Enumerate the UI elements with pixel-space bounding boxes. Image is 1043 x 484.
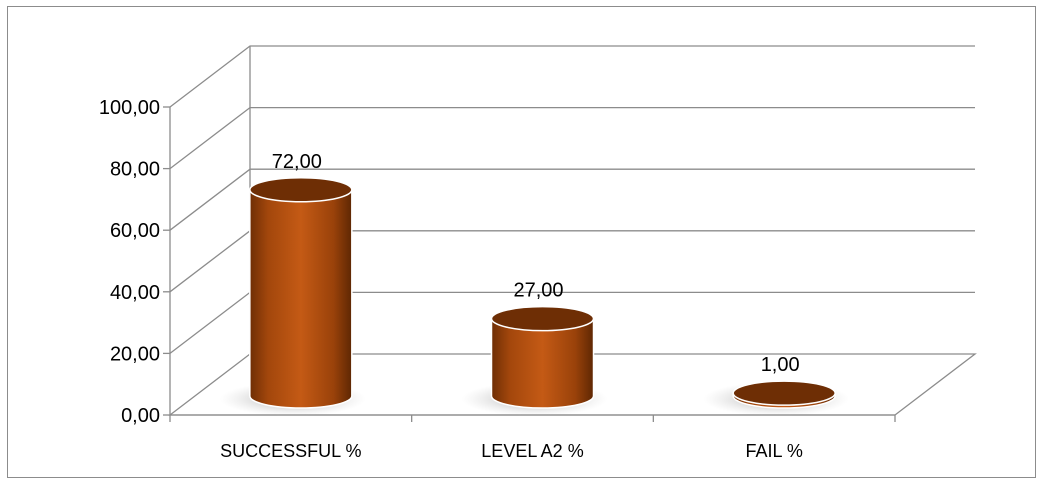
bar-top xyxy=(249,177,353,203)
y-tick-label: 80,00 xyxy=(110,159,160,181)
gridline xyxy=(169,45,975,108)
label-layer: 0,00 20,00 40,00 60,00 80,00 100,00 72,00 SUCCE… xyxy=(99,97,803,461)
bar xyxy=(219,177,366,416)
value-label: 72,00 xyxy=(272,151,322,173)
value-label: 27,00 xyxy=(513,280,563,302)
bar-body xyxy=(490,317,595,409)
category-label: LEVEL A2 % xyxy=(481,441,583,461)
bar-top xyxy=(732,380,836,406)
category-label: FAIL % xyxy=(745,441,802,461)
y-tick-label: 0,00 xyxy=(121,405,160,427)
value-label: 1,00 xyxy=(761,354,800,376)
category-label: SUCCESSFUL % xyxy=(220,441,361,461)
bar-layer xyxy=(219,177,850,416)
y-tick-label: 60,00 xyxy=(110,220,160,242)
y-tick-label: 40,00 xyxy=(110,282,160,304)
bar-body xyxy=(249,189,353,409)
bar xyxy=(461,305,608,416)
bar xyxy=(703,380,850,416)
bar-top xyxy=(490,305,595,332)
y-tick-label: 100,00 xyxy=(99,97,160,119)
y-tick-label: 20,00 xyxy=(110,343,160,365)
